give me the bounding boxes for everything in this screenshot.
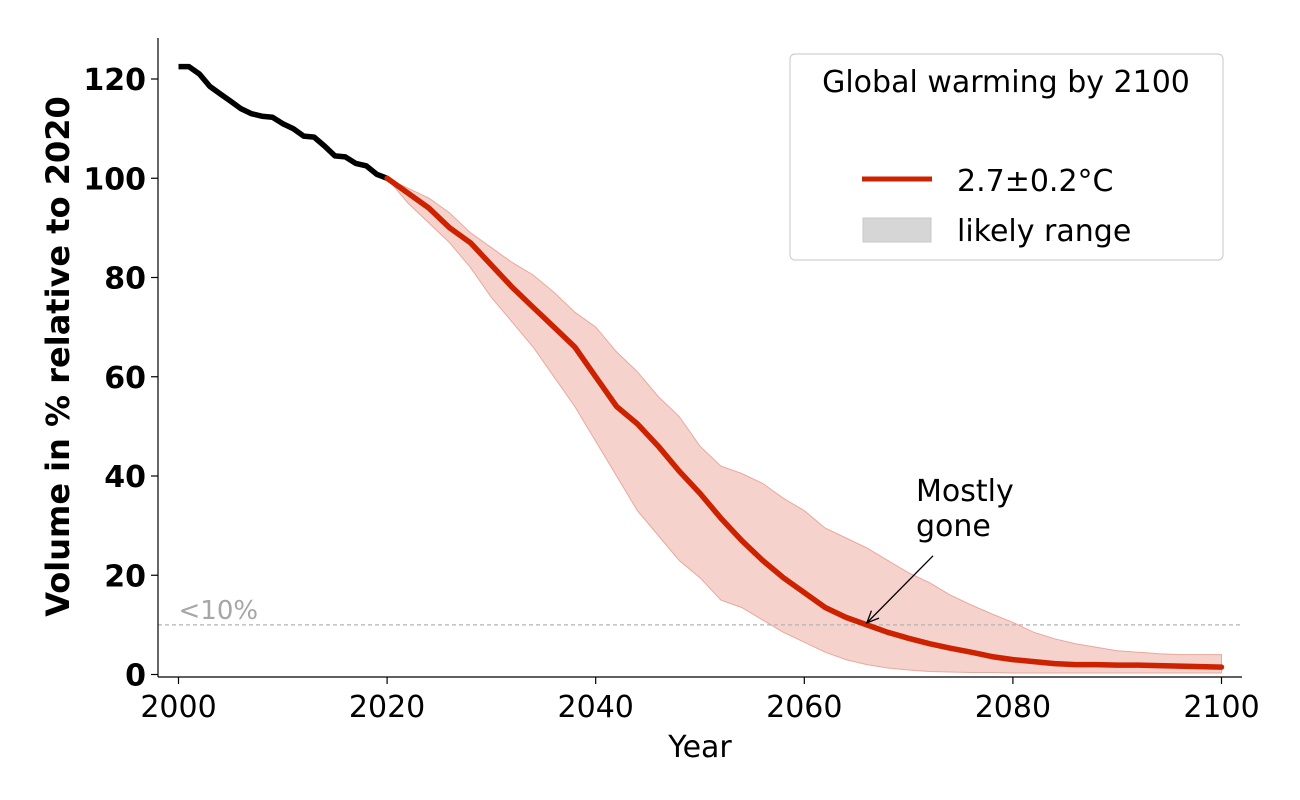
x-tick-label: 2100 (1183, 690, 1259, 725)
x-tick-label: 2060 (766, 690, 842, 725)
x-tick-label: 2020 (349, 690, 425, 725)
y-ticks: 0 20 40 60 80 100 120 (83, 63, 158, 694)
series-layer (178, 63, 1225, 670)
annotation-line-2: gone (916, 509, 991, 544)
legend-entry-projection: 2.7±0.2°C (957, 164, 1114, 199)
y-tick-label: 60 (104, 361, 146, 396)
likely-range-band (386, 177, 1222, 674)
legend: Global warming by 2100 2.7±0.2°C likely … (789, 53, 1224, 261)
y-tick-label: 80 (104, 262, 146, 297)
annotation-arrow-line (866, 555, 934, 624)
legend-entry-likely-range: likely range (957, 214, 1131, 249)
annotation-layer: Mostly gone (865, 474, 1014, 625)
projection-series-line (384, 175, 1225, 670)
observed-series-line (178, 63, 389, 181)
x-tick-label: 2000 (140, 690, 216, 725)
threshold-label: <10% (179, 596, 259, 626)
legend-patch-swatch (862, 217, 932, 243)
threshold-layer: <10% (158, 596, 1242, 626)
annotation-arrow-head (865, 610, 880, 625)
y-axis-label: Volume in % relative to 2020 (39, 96, 77, 617)
y-tick-label: 120 (83, 63, 146, 98)
y-tick-label: 40 (104, 460, 146, 495)
x-tick-label: 2040 (558, 690, 634, 725)
y-tick-label: 100 (83, 162, 146, 197)
legend-box (789, 53, 1224, 261)
x-ticks: 2000 2020 2040 2060 2080 2100 (140, 677, 1260, 725)
x-tick-label: 2080 (975, 690, 1051, 725)
x-axis-label: Year (667, 730, 732, 765)
legend-title: Global warming by 2100 (822, 65, 1190, 100)
y-tick-label: 20 (104, 559, 146, 594)
likely-range-band-layer (386, 177, 1222, 674)
y-tick-label: 0 (125, 659, 146, 694)
annotation-line-1: Mostly (916, 474, 1014, 509)
